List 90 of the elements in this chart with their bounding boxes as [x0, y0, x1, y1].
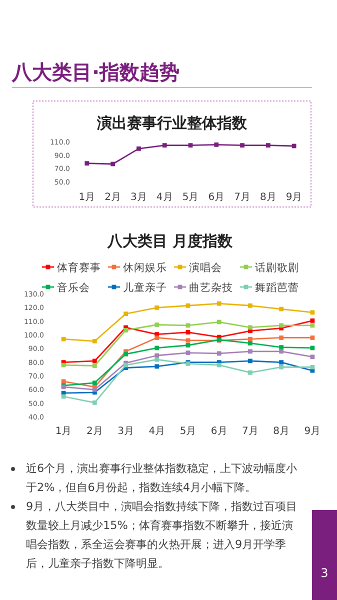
point [216, 301, 222, 306]
point [92, 387, 97, 392]
point [248, 370, 252, 375]
point [92, 338, 97, 344]
x-tick-label: 8月 [273, 426, 290, 437]
legend-label: 音乐会 [57, 281, 90, 294]
point [248, 303, 252, 308]
x-tick-label: 7月 [234, 192, 250, 203]
point [266, 143, 270, 148]
point [154, 305, 160, 310]
point [310, 354, 315, 360]
point [92, 358, 97, 364]
x-tick-label: 4月 [156, 192, 173, 203]
point [279, 360, 284, 365]
point [154, 364, 160, 369]
legend-label: 话剧歌剧 [255, 261, 299, 274]
point [279, 364, 284, 370]
point [310, 310, 315, 315]
x-tick-label: 7月 [242, 426, 258, 437]
point [248, 341, 252, 346]
point [186, 303, 190, 308]
point [310, 364, 315, 370]
legend-label: 休闲娱乐 [123, 261, 167, 274]
x-tick-label: 2月 [104, 192, 122, 203]
x-tick-label: 9月 [286, 192, 302, 203]
point [124, 328, 128, 332]
point [186, 330, 190, 334]
point [248, 336, 252, 342]
point [61, 336, 66, 342]
point [310, 336, 315, 340]
point [279, 306, 284, 312]
point [154, 322, 160, 327]
point [310, 346, 315, 350]
point [292, 144, 296, 148]
x-tick-label: 4月 [148, 426, 166, 437]
point [124, 352, 128, 356]
point [186, 343, 190, 348]
point [248, 349, 252, 354]
point [154, 346, 160, 350]
legend-label: 曲艺杂技 [189, 281, 233, 294]
point [92, 364, 97, 368]
x-tick-label: 6月 [210, 426, 228, 437]
point [136, 146, 141, 151]
x-tick-label: 1月 [78, 192, 96, 203]
point [240, 143, 244, 148]
legend-label: 儿童亲子 [123, 281, 167, 294]
point [279, 336, 284, 340]
x-tick-label: 5月 [182, 192, 199, 203]
point [310, 318, 315, 323]
point [154, 357, 160, 362]
text: 9月，八大类目中，演唱会指数持续下降，指数过百项目数量较上月减少15%；体育赛事指数不断攀升，接近演唱会指数，系全运会赛事的火热开展；进入9月开学季后，儿童亲子指数下降明显。 [26, 500, 298, 570]
point [279, 323, 284, 328]
point [154, 336, 160, 340]
point [248, 358, 252, 364]
x-tick-label: 6月 [208, 192, 225, 203]
point [214, 142, 219, 147]
text: 近6个月，演出赛事行业整体指数稳定，上下波动幅度小于2%，但自6月份起，指数连续4月小幅下降。 [26, 462, 298, 494]
x-tick-label: 5月 [180, 426, 196, 437]
point [186, 323, 190, 328]
legend-label: 舞蹈芭蕾 [255, 281, 299, 294]
point [61, 379, 66, 384]
legend-label: 演唱会 [189, 261, 222, 274]
point [186, 350, 190, 355]
x-tick-label: 1月 [55, 426, 72, 437]
x-tick-label: 2月 [86, 426, 103, 437]
legend-label: 体育赛事 [57, 261, 101, 274]
point [154, 353, 160, 358]
point [92, 400, 97, 405]
point [61, 394, 66, 399]
x-tick-label: 3月 [118, 426, 134, 437]
x-tick-label: 8月 [260, 192, 276, 203]
point [188, 143, 193, 148]
chart-title: 演出赛事行业整体指数 [96, 114, 248, 132]
point [84, 161, 90, 166]
point [279, 345, 284, 350]
point [279, 349, 284, 354]
point [110, 162, 116, 166]
point [92, 380, 97, 386]
x-tick-label: 9月 [304, 426, 321, 437]
x-tick-label: 3月 [130, 192, 147, 203]
point [216, 362, 222, 368]
point [124, 312, 128, 316]
point [216, 351, 222, 356]
point [310, 323, 315, 328]
text: 八大类目·指数趋势 [12, 59, 180, 86]
point [216, 320, 222, 324]
point [162, 143, 167, 148]
point [248, 325, 252, 330]
point [61, 362, 66, 368]
chart-title: 八大类目 月度指数 [106, 232, 234, 250]
